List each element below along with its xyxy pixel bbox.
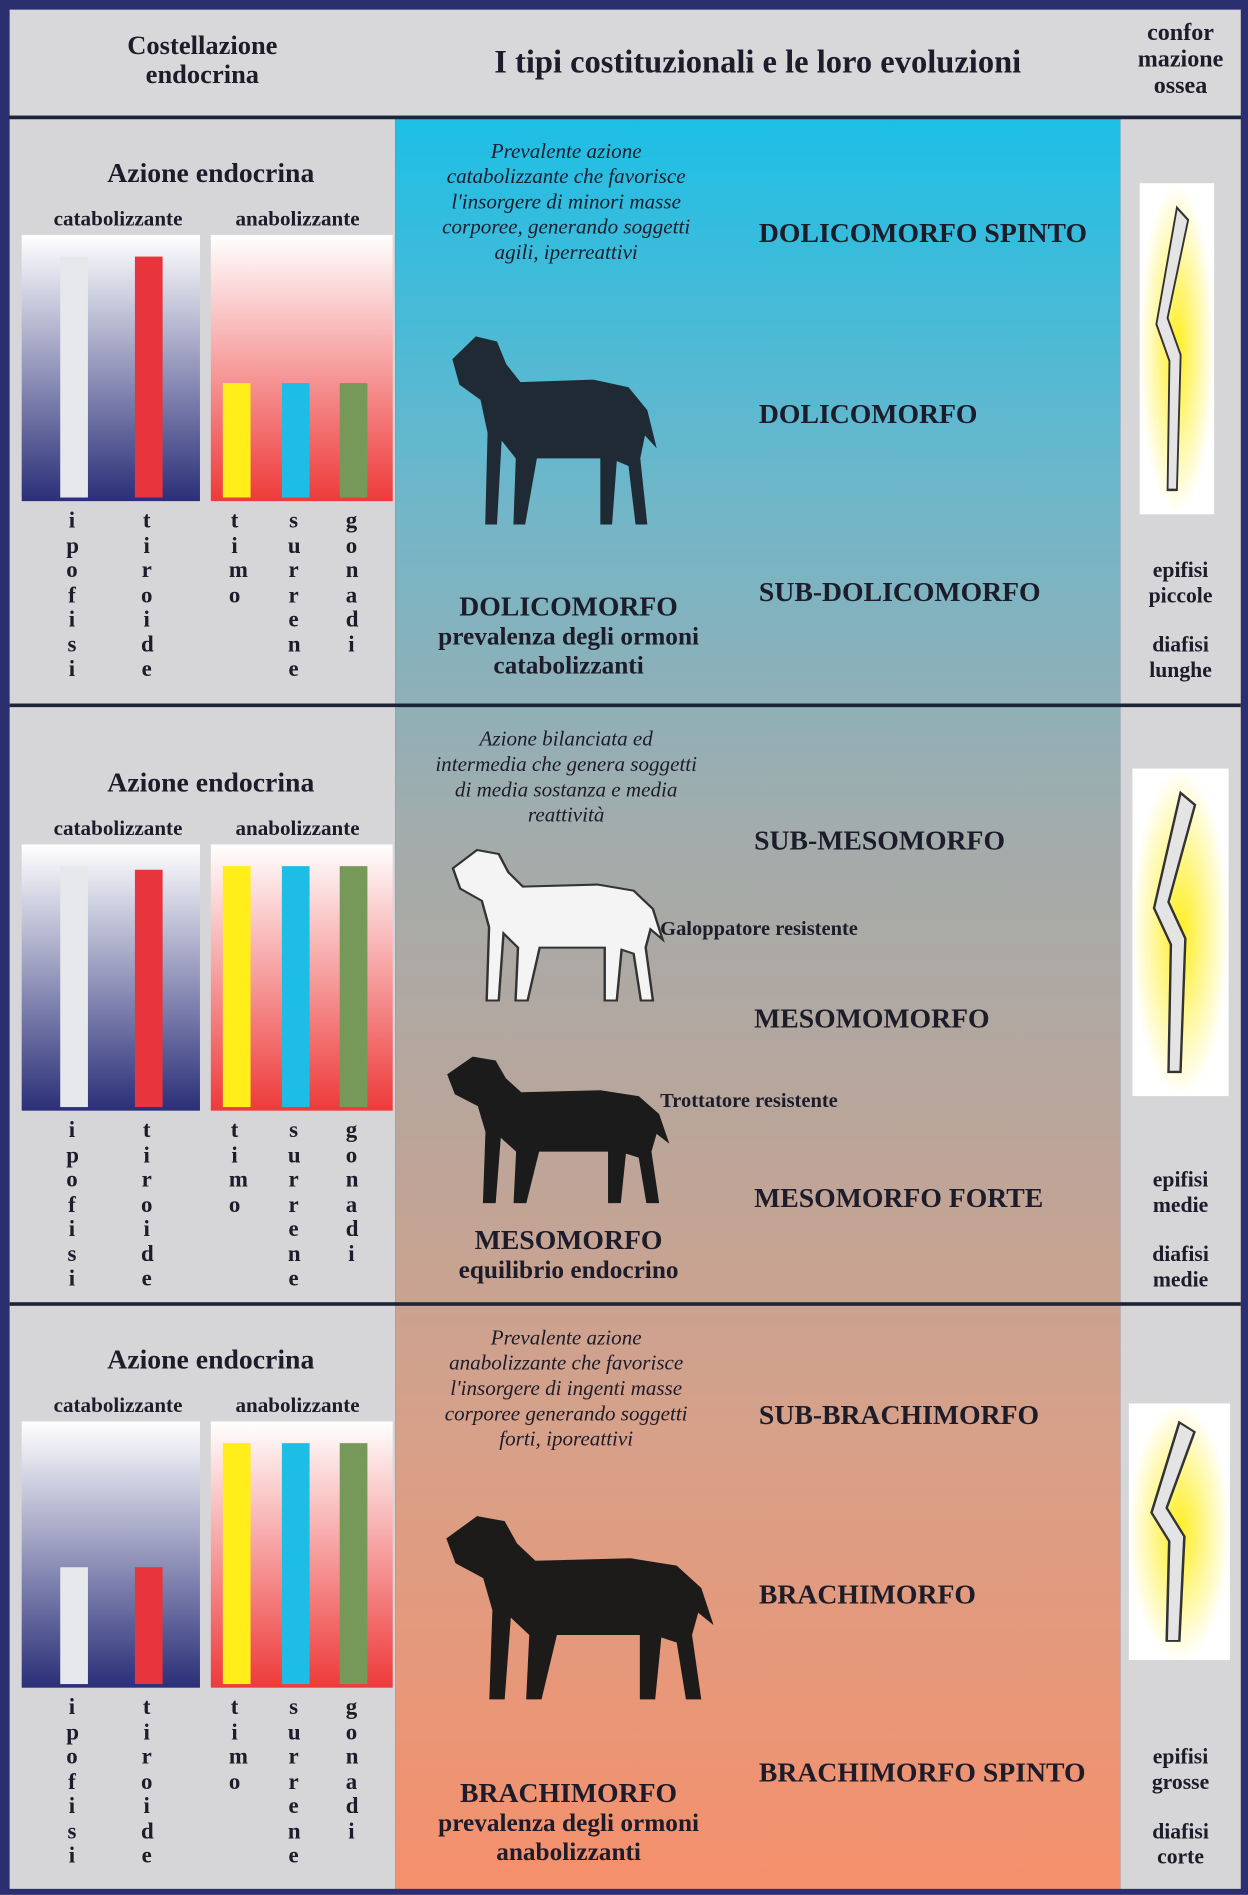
dog-illustration-svg xyxy=(429,828,670,1011)
gland-bar xyxy=(60,1567,88,1684)
gland-label: timo xyxy=(229,510,240,609)
type-label: MESOMORFO FORTE xyxy=(754,1183,1043,1214)
gland-bar xyxy=(135,1567,163,1684)
header-left: Costellazione endocrina xyxy=(10,31,395,89)
gland-bar xyxy=(223,1443,251,1684)
gland-bar xyxy=(282,1443,310,1684)
endocrine-title: Azione endocrina xyxy=(10,767,412,798)
type-label: SUB-DOLICOMORFO xyxy=(759,577,1041,608)
group-label: anabolizzante xyxy=(201,206,394,231)
gland-label: surrene xyxy=(288,1696,299,1869)
bone-panel-svg xyxy=(1129,1403,1230,1660)
description: Azione bilanciata ed intermedia che gene… xyxy=(434,726,699,827)
bone-panel-svg xyxy=(1132,769,1228,1097)
gland-bar xyxy=(340,1443,368,1684)
gland-label: timo xyxy=(229,1119,240,1218)
gland-bar xyxy=(60,257,88,498)
group-label: catabolizzante xyxy=(22,816,215,841)
group-label: catabolizzante xyxy=(22,1393,215,1418)
gland-bar xyxy=(282,866,310,1107)
gland-label: ipofisi xyxy=(66,510,77,683)
section-rule xyxy=(10,704,1241,708)
gland-label: ipofisi xyxy=(66,1696,77,1869)
gland-bar xyxy=(282,383,310,497)
bone-panel-svg xyxy=(1140,183,1215,514)
gland-label: tiroide xyxy=(141,510,152,683)
bone-note: diafisi corte xyxy=(1132,1819,1228,1870)
infographic: Costellazione endocrina I tipi costituzi… xyxy=(0,0,1248,1895)
gland-label: tiroide xyxy=(141,1119,152,1292)
summary-text: equilibrio endocrino xyxy=(407,1255,730,1284)
bone-panel xyxy=(1132,769,1228,1097)
bone-note: epifisi piccole xyxy=(1132,558,1228,609)
bone-note: epifisi grosse xyxy=(1132,1744,1228,1795)
bone-note: diafisi lunghe xyxy=(1132,632,1228,683)
gland-label: tiroide xyxy=(141,1696,152,1869)
header-right-line: mazione xyxy=(1120,46,1240,73)
dog-shape xyxy=(446,1516,713,1699)
chart-box xyxy=(22,235,200,501)
summary-text: prevalenza degli ormoni catabolizzanti xyxy=(407,622,730,680)
dog-illustration-svg xyxy=(416,1489,723,1712)
dog-illustration-svg xyxy=(429,308,664,537)
group-label: anabolizzante xyxy=(201,816,394,841)
header-right: confor mazione ossea xyxy=(1120,19,1240,99)
gland-label: surrene xyxy=(288,510,299,683)
type-label: SUB-MESOMORFO xyxy=(754,825,1005,856)
type-label: MESOMOMORFO xyxy=(754,1003,989,1034)
header-right-line: confor xyxy=(1120,19,1240,46)
gland-label: gonadi xyxy=(346,1696,357,1844)
dog-illustration xyxy=(416,1489,723,1712)
header-right-line: ossea xyxy=(1120,72,1240,99)
gland-bar xyxy=(223,383,251,497)
bone-note: epifisi medie xyxy=(1132,1167,1228,1218)
gland-bar xyxy=(60,866,88,1107)
dog-illustration-svg xyxy=(422,1035,677,1213)
section-rule xyxy=(10,1302,1241,1306)
gland-bar xyxy=(340,866,368,1107)
summary-name: DOLICOMORFO xyxy=(395,591,742,622)
gland-label: gonadi xyxy=(346,1119,357,1267)
summary-name: MESOMORFO xyxy=(395,1225,742,1256)
dog-shape xyxy=(453,850,663,1001)
endocrine-title: Azione endocrina xyxy=(10,158,412,189)
group-label: catabolizzante xyxy=(22,206,215,231)
gland-label: timo xyxy=(229,1696,240,1795)
type-label: DOLICOMORFO SPINTO xyxy=(759,218,1087,249)
note: Galoppatore resistente xyxy=(660,917,858,941)
gland-label: ipofisi xyxy=(66,1119,77,1292)
gland-label: surrene xyxy=(288,1119,299,1292)
gland-label: gonadi xyxy=(346,510,357,658)
bone-panel xyxy=(1140,183,1215,514)
chart-box xyxy=(22,1421,200,1687)
type-label: SUB-BRACHIMORFO xyxy=(759,1400,1039,1431)
description: Prevalente azione catabolizzante che fav… xyxy=(434,139,699,265)
gland-bar xyxy=(340,383,368,497)
note: Trottatore resistente xyxy=(660,1089,838,1113)
dog-illustration xyxy=(429,828,670,1011)
dog-illustration xyxy=(422,1035,677,1213)
description: Prevalente azione anabolizzante che favo… xyxy=(434,1325,699,1451)
summary-text: prevalenza degli ormoni anabolizzanti xyxy=(407,1808,730,1866)
summary-name: BRACHIMORFO xyxy=(395,1778,742,1809)
type-label: BRACHIMORFO SPINTO xyxy=(759,1758,1086,1789)
dog-illustration xyxy=(429,308,664,537)
gland-bar xyxy=(135,870,163,1107)
header-title: I tipi costituzionali e le loro evoluzio… xyxy=(395,43,1120,80)
type-label: BRACHIMORFO xyxy=(759,1579,976,1610)
endocrine-title: Azione endocrina xyxy=(10,1344,412,1375)
chart-box xyxy=(22,844,200,1110)
type-label: DOLICOMORFO xyxy=(759,399,978,430)
bone-note: diafisi medie xyxy=(1132,1242,1228,1293)
gland-bar xyxy=(223,866,251,1107)
gland-bar xyxy=(135,257,163,498)
group-label: anabolizzante xyxy=(201,1393,394,1418)
dog-shape xyxy=(452,336,656,524)
dog-shape xyxy=(447,1057,669,1204)
bone-panel xyxy=(1129,1403,1230,1660)
